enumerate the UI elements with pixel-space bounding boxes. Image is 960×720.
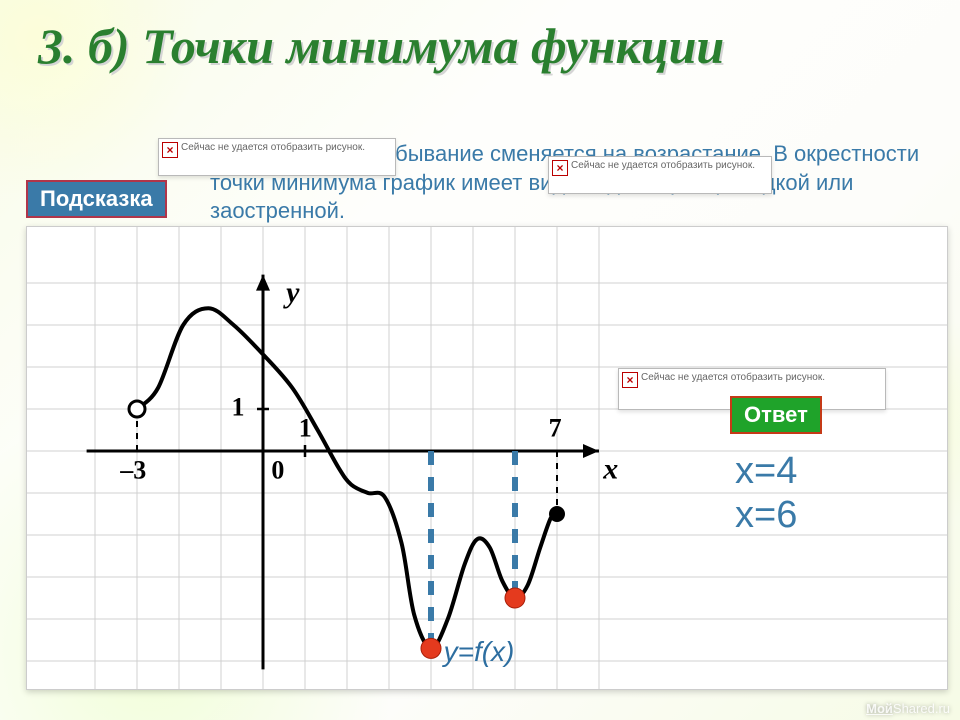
broken-image-placeholder: Сейчас не удается отобразить рисунок. [548, 156, 772, 194]
svg-text:y=f(x): y=f(x) [442, 636, 515, 667]
hint-badge[interactable]: Подсказка [26, 180, 167, 218]
function-chart: yx011–37y=f(x) [27, 227, 947, 689]
svg-text:0: 0 [271, 455, 284, 484]
answer-badge[interactable]: Ответ [730, 396, 822, 434]
answers-block: x=4 x=6 [735, 450, 797, 537]
answer-line: x=4 [735, 450, 797, 494]
page-title: 3. б) Точки минимума функции [38, 18, 920, 76]
svg-text:7: 7 [549, 413, 562, 442]
chart-panel: yx011–37y=f(x) [26, 226, 948, 690]
broken-image-placeholder: Сейчас не удается отобразить рисунок. [158, 138, 396, 176]
svg-text:1: 1 [232, 392, 245, 421]
svg-text:y: y [283, 276, 300, 309]
svg-text:–3: –3 [119, 455, 146, 484]
answer-line: x=6 [735, 494, 797, 538]
svg-text:x: x [602, 452, 618, 485]
watermark: МойShared.ru [866, 701, 950, 716]
